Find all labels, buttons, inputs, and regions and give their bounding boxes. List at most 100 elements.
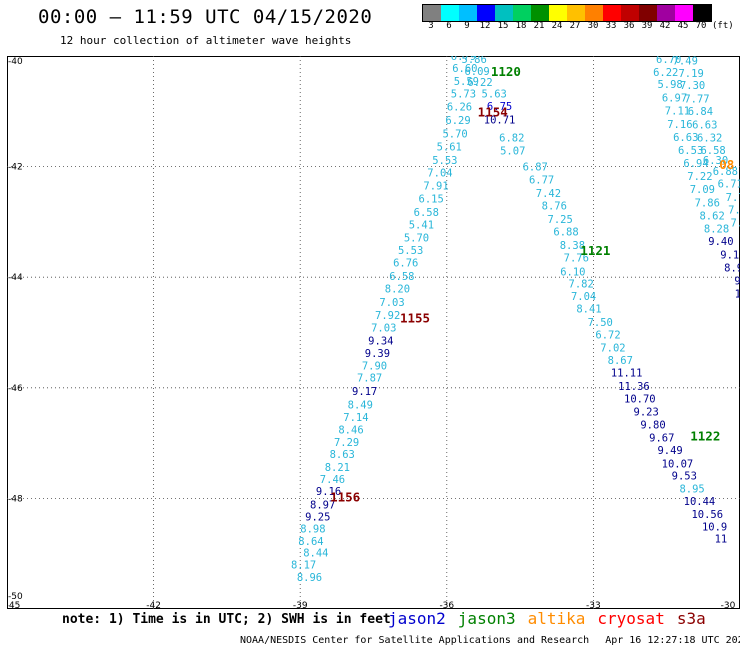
satellite-legend: jason2 jason3 altika cryosat s3a bbox=[388, 609, 718, 628]
wave-height-value: 6.72 bbox=[595, 330, 620, 342]
color-scale-label: 33 bbox=[605, 21, 617, 31]
wave-height-value: 7.11 bbox=[665, 106, 690, 118]
lat-tick-label: -50 bbox=[8, 592, 23, 602]
wave-height-value: 7.30 bbox=[680, 80, 705, 92]
page-subtitle: 12 hour collection of altimeter wave hei… bbox=[60, 34, 352, 47]
color-scale-labels: 3 6 9 12 15 18 21 24 27 30 33 36 39 42 45 70 (ft) bbox=[422, 21, 734, 31]
wave-height-value: 7.91 bbox=[423, 180, 448, 192]
wave-height-value: 6.10 bbox=[560, 267, 585, 279]
wave-height-value: 7.02 bbox=[600, 342, 625, 354]
wave-height-value: 6.32 bbox=[697, 133, 722, 145]
color-scale-label: 42 bbox=[659, 21, 671, 31]
satellite-legend-s3a: s3a bbox=[676, 609, 706, 628]
wave-height-value: 10.71 bbox=[484, 114, 516, 126]
note-text: note: 1) Time is in UTC; 2) SWH is in fe… bbox=[62, 612, 391, 627]
wave-height-value: 9.39 bbox=[365, 348, 390, 360]
wave-height-value: 6.84 bbox=[688, 106, 713, 118]
satellite-legend-jason3: jason3 bbox=[457, 609, 516, 628]
color-swatch bbox=[531, 5, 549, 21]
lat-tick-label: -48 bbox=[8, 494, 23, 504]
wave-height-value: 7.90 bbox=[362, 361, 387, 373]
wave-height-value: 5.73 bbox=[451, 88, 476, 100]
wave-height-value: 7.76 bbox=[564, 253, 589, 265]
wave-height-value: 6.63 bbox=[692, 119, 717, 131]
wave-height-value: 6.58 bbox=[700, 145, 725, 157]
wave-height-value: 6.71 bbox=[718, 179, 740, 191]
color-swatch bbox=[549, 5, 567, 21]
wave-height-value: 8.20 bbox=[385, 284, 410, 296]
color-scale-unit: (ft) bbox=[712, 21, 734, 31]
wave-height-value: 5.53 bbox=[432, 155, 457, 167]
wave-height-value: 5.07 bbox=[500, 145, 525, 157]
wave-height-value: 9 bbox=[734, 275, 740, 287]
wave-height-value: 8.95 bbox=[679, 483, 704, 495]
wave-height-value: 6.22 bbox=[653, 67, 678, 79]
wave-height-value: 7.16 bbox=[667, 119, 692, 131]
color-scale-label: 70 bbox=[695, 21, 707, 31]
track-jason3-descending: 5.495.465.866.096.225.636.7510.716.825.0… bbox=[462, 56, 728, 546]
color-swatch bbox=[441, 5, 459, 21]
pass-time-label: 1121 bbox=[580, 243, 610, 258]
wave-height-value: 11 bbox=[715, 534, 728, 546]
wave-height-value: 6.26 bbox=[447, 102, 472, 114]
color-scale-label: 30 bbox=[587, 21, 599, 31]
wave-height-value: 8.62 bbox=[699, 211, 724, 223]
lat-tick-label: -44 bbox=[8, 273, 23, 283]
lat-tick-label: -42 bbox=[8, 163, 23, 173]
color-scale-label: 12 bbox=[479, 21, 491, 31]
color-scale-label: 15 bbox=[497, 21, 509, 31]
wave-height-value: 9.23 bbox=[634, 406, 659, 418]
wave-height-value: 7.04 bbox=[571, 291, 596, 303]
color-swatch bbox=[459, 5, 477, 21]
color-swatch bbox=[639, 5, 657, 21]
color-scale-label: 36 bbox=[623, 21, 635, 31]
wave-height-value: 9.25 bbox=[305, 512, 330, 524]
wave-height-value: 7.22 bbox=[687, 171, 712, 183]
wave-height-value: 11.36 bbox=[618, 381, 650, 393]
pass-time-labels: 11191153112011541121115511221156003408 bbox=[330, 64, 734, 505]
wave-height-value: 9.80 bbox=[640, 420, 665, 432]
wave-height-value: 8.63 bbox=[330, 449, 355, 461]
color-scale-label: 3 bbox=[428, 21, 434, 31]
wave-height-value: 7.82 bbox=[569, 279, 594, 291]
wave-height-value: 8.67 bbox=[608, 355, 633, 367]
wave-height-value: 7.50 bbox=[588, 317, 613, 329]
wave-height-value: 9.67 bbox=[649, 432, 674, 444]
wave-height-value: 6.60 bbox=[452, 63, 477, 75]
wave-height-value: 9.53 bbox=[672, 471, 697, 483]
wave-height-value: 6.79 bbox=[451, 56, 476, 63]
wave-height-value: 8.98 bbox=[300, 524, 325, 536]
wave-height-value: 7.25 bbox=[548, 214, 573, 226]
wave-height-value: 6.63 bbox=[673, 132, 698, 144]
color-swatch bbox=[567, 5, 585, 21]
wave-height-map[interactable]: -45 -42 -39 -36 -33 -30 -40 -42 -44 -46 -48 -50 8.9… bbox=[7, 56, 740, 609]
color-swatch bbox=[495, 5, 513, 21]
wave-height-value: 7.29 bbox=[334, 437, 359, 449]
wave-height-value: 9.34 bbox=[368, 336, 393, 348]
wave-height-value: 6.88 bbox=[713, 166, 738, 178]
wave-height-value: 6.30 bbox=[703, 155, 728, 167]
color-scale-label: 18 bbox=[515, 21, 527, 31]
wave-height-value: 8.96 bbox=[297, 572, 322, 584]
satellite-legend-cryosat: cryosat bbox=[597, 609, 665, 628]
lat-tick-label: -40 bbox=[8, 57, 23, 67]
wave-height-value: 7.7 bbox=[728, 205, 740, 217]
wave-height-value: 7.14 bbox=[343, 412, 368, 424]
wave-height-value: 8.64 bbox=[298, 536, 323, 548]
satellite-tracks: 8.968.178.448.648.989.258.979.167.468.21… bbox=[291, 56, 740, 584]
lon-tick-label: -36 bbox=[439, 601, 454, 609]
wave-height-value: 8.44 bbox=[303, 547, 328, 559]
wave-height-value: 5.98 bbox=[657, 79, 682, 91]
wave-height-value: 7.77 bbox=[684, 93, 709, 105]
satellite-legend-jason2: jason2 bbox=[388, 609, 446, 628]
lon-tick-label: -45 bbox=[7, 601, 20, 609]
wave-height-value: 10.70 bbox=[624, 394, 656, 406]
wave-height-value: 8.97 bbox=[310, 499, 335, 511]
pass-time-label: 1120 bbox=[491, 64, 521, 79]
color-swatch bbox=[423, 5, 441, 21]
color-swatch bbox=[603, 5, 621, 21]
wave-height-value: 6.88 bbox=[553, 227, 578, 239]
wave-height-value: 9.1 bbox=[720, 249, 739, 261]
wave-height-value: 6.29 bbox=[445, 115, 470, 127]
wave-height-value: 7.03 bbox=[371, 322, 396, 334]
